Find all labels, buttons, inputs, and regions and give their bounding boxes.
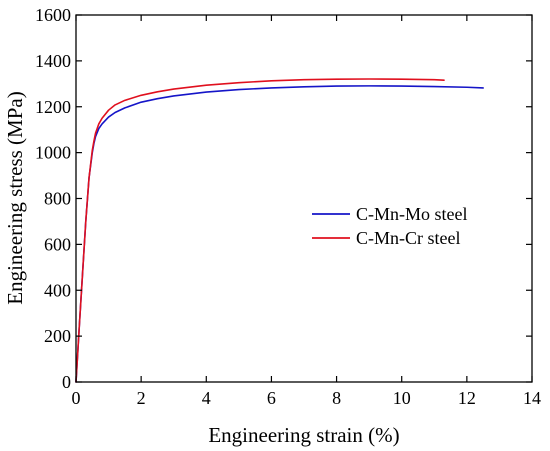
y-tick-label: 400 — [44, 280, 71, 300]
x-tick-label: 12 — [458, 388, 476, 408]
legend: C-Mn-Mo steel C-Mn-Cr steel — [312, 204, 468, 248]
x-tick-label: 6 — [267, 388, 276, 408]
y-tick-label: 1200 — [35, 97, 71, 117]
legend-label-2: C-Mn-Cr steel — [356, 228, 460, 248]
y-tick-label: 1400 — [35, 51, 71, 71]
y-axis-title: Engineering stress (MPa) — [3, 91, 27, 304]
y-tick-label: 800 — [44, 189, 71, 209]
x-tick-label: 0 — [72, 388, 81, 408]
x-tick-label: 10 — [393, 388, 411, 408]
y-tick-label: 1000 — [35, 143, 71, 163]
x-tick-label: 14 — [523, 388, 541, 408]
plot-frame — [75, 14, 533, 383]
y-tick-label: 0 — [62, 372, 71, 392]
legend-label-1: C-Mn-Mo steel — [356, 204, 468, 224]
y-tick-label: 600 — [44, 234, 71, 254]
series-line-2 — [75, 78, 445, 383]
y-tick-label: 200 — [44, 326, 71, 346]
y-tick-label: 1600 — [35, 5, 71, 25]
x-tick-label: 2 — [137, 388, 146, 408]
x-axis-title: Engineering strain (%) — [208, 423, 399, 447]
x-tick-label: 8 — [332, 388, 341, 408]
x-tick-label: 4 — [202, 388, 211, 408]
